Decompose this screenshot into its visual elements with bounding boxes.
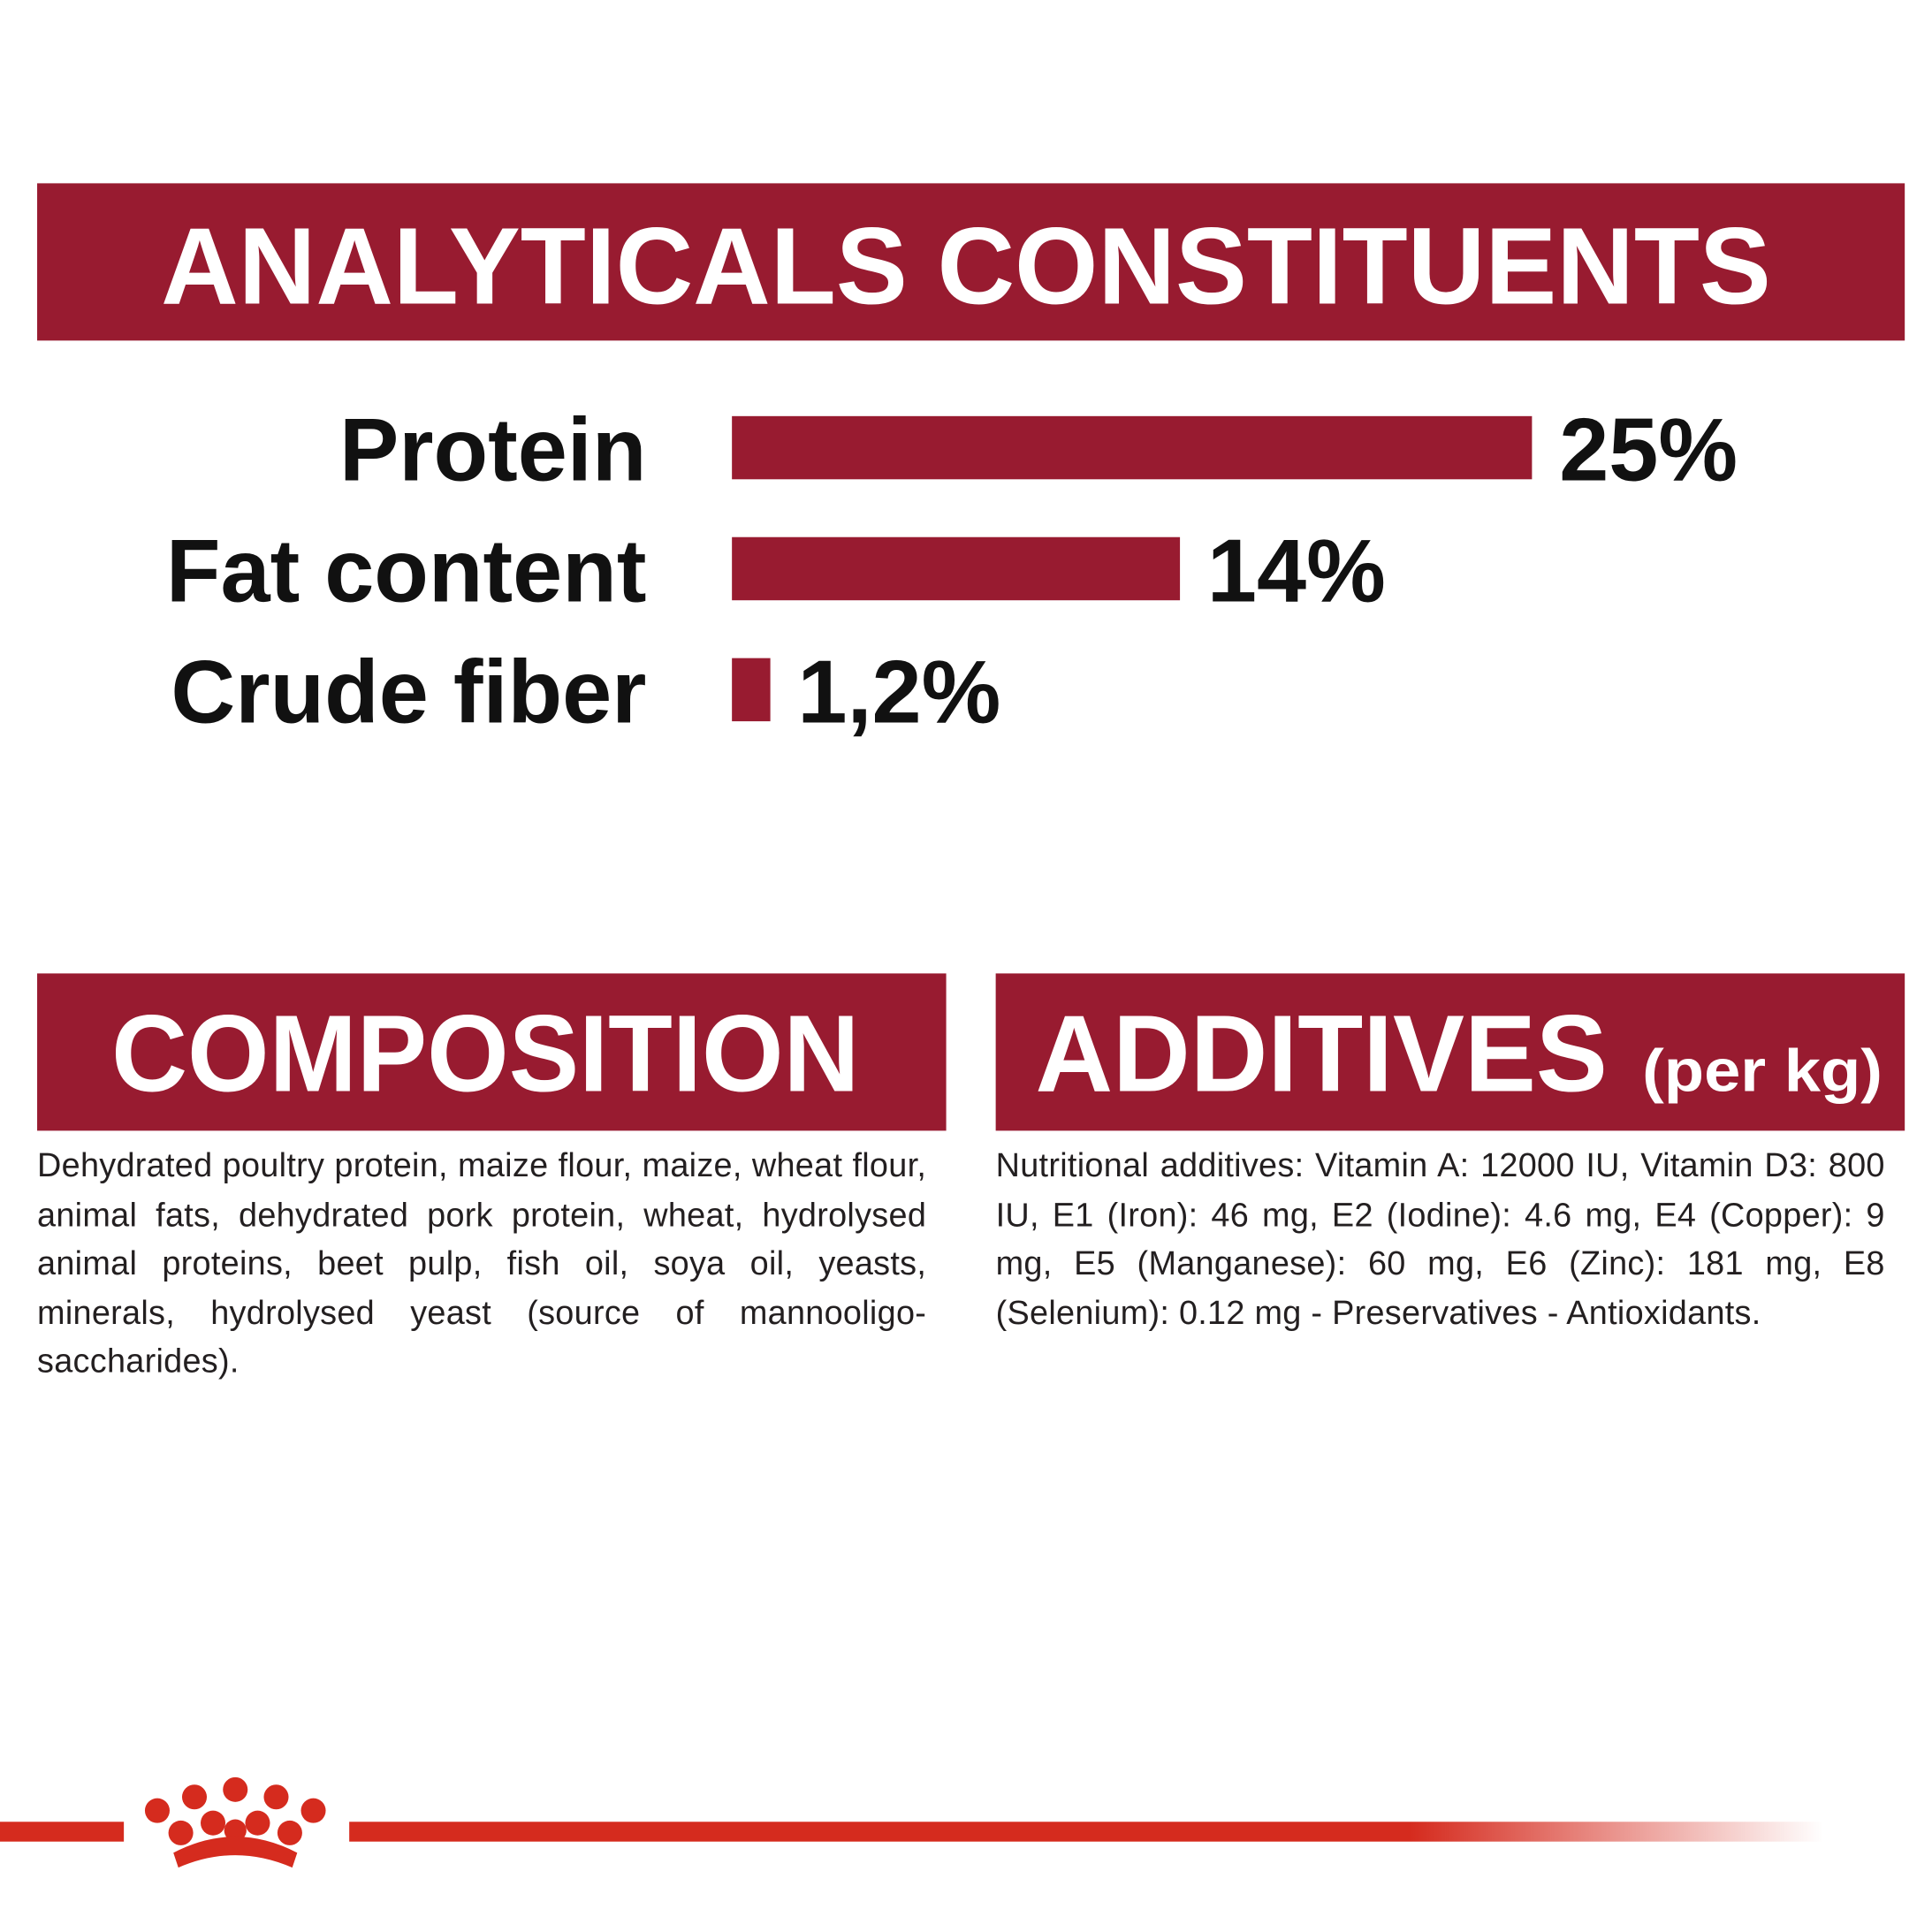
bar	[732, 415, 1533, 480]
footer	[0, 1776, 1823, 1868]
composition-banner	[37, 973, 947, 1131]
value-label: 25%	[1559, 401, 1738, 500]
additives-banner	[995, 973, 1905, 1131]
category-label: Crude fiber	[171, 643, 646, 742]
value-label: 1,2%	[797, 643, 1000, 742]
value-label: 14%	[1207, 522, 1386, 621]
bar	[732, 536, 1181, 601]
additives-unit: (per kg)	[1642, 1038, 1883, 1105]
category-label: Fat content	[166, 522, 647, 621]
title: ANALYTICALS CONSTITUENTS	[161, 205, 1771, 327]
footer-line	[349, 1822, 1823, 1842]
additives-title: ADDITIVES	[1035, 993, 1607, 1115]
composition-text: Dehydrated poultry protein, maize flour,…	[37, 1146, 927, 1381]
composition-title: COMPOSITION	[111, 993, 859, 1115]
category-label: Protein	[339, 401, 647, 500]
additives-text: Nutritional additives: Vitamin A: 12000 …	[995, 1146, 1885, 1331]
footer-line	[0, 1822, 125, 1842]
crown-logo	[144, 1776, 326, 1868]
bar	[732, 658, 771, 722]
title-banner	[37, 183, 1905, 341]
